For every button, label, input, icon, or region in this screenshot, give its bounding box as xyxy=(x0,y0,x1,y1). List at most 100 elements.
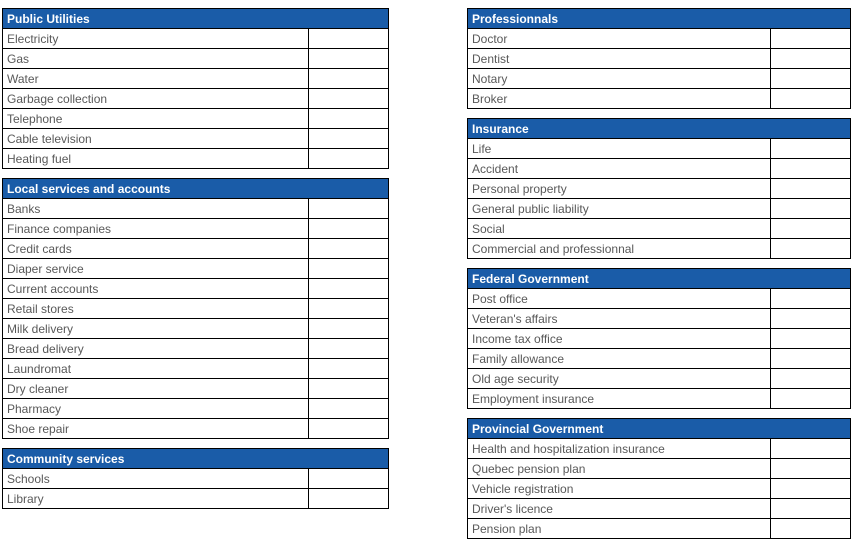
fill-in-cell xyxy=(769,238,852,259)
fill-in-cell xyxy=(308,318,389,339)
table-row: Commercial and professionnal xyxy=(467,238,852,259)
row-label: Life xyxy=(467,138,771,159)
fill-in-cell xyxy=(769,308,852,329)
row-label: Garbage collection xyxy=(2,88,309,109)
row-label: Driver's licence xyxy=(467,498,771,519)
table-local-services-and-accounts: Local services and accounts Banks Finance… xyxy=(2,178,389,439)
row-label: Personal property xyxy=(467,178,771,199)
row-label: Laundromat xyxy=(2,358,309,379)
table-row: Veteran's affairs xyxy=(467,308,852,329)
table-row: Driver's licence xyxy=(467,498,851,519)
table-row: Broker xyxy=(467,88,851,109)
row-label: General public liability xyxy=(467,198,771,219)
table-header-row: Community services xyxy=(1,448,390,469)
fill-in-cell xyxy=(769,198,852,219)
table-row: Laundromat xyxy=(2,358,389,379)
fill-in-cell xyxy=(769,218,852,239)
table-row: Garbage collection xyxy=(2,88,389,109)
table-header-row: Provincial Government xyxy=(467,418,851,439)
fill-in-cell xyxy=(308,28,389,49)
row-label: Health and hospitalization insurance xyxy=(467,438,771,459)
fill-in-cell xyxy=(769,138,852,159)
row-label: Milk delivery xyxy=(2,318,309,339)
row-label: Old age security xyxy=(467,368,771,389)
row-label: Banks xyxy=(2,198,309,219)
fill-in-cell xyxy=(307,468,390,489)
table-title: Insurance xyxy=(466,118,852,139)
row-label: Quebec pension plan xyxy=(467,458,771,479)
table-row: Old age security xyxy=(467,368,852,389)
table-row: Electricity xyxy=(2,28,389,49)
row-label: Post office xyxy=(467,288,771,309)
fill-in-cell xyxy=(308,258,389,279)
fill-in-cell xyxy=(770,518,851,539)
fill-in-cell xyxy=(308,108,389,129)
table-row: Notary xyxy=(467,68,851,89)
table-public-utilities: Public Utilities Electricity Gas Water Garb… xyxy=(2,8,389,169)
fill-in-cell xyxy=(308,338,389,359)
table-row: Doctor xyxy=(467,28,851,49)
row-label: Gas xyxy=(2,48,309,69)
row-label: Current accounts xyxy=(2,278,309,299)
table-header-row: Local services and accounts xyxy=(2,178,389,199)
table-row: Gas xyxy=(2,48,389,69)
row-label: Family allowance xyxy=(467,348,771,369)
fill-in-cell xyxy=(770,68,851,89)
table-community-services: Community services Schools Library xyxy=(1,448,390,509)
row-label: Vehicle registration xyxy=(467,478,771,499)
table-header-row: Federal Government xyxy=(466,268,852,289)
table-row: Pension plan xyxy=(467,518,851,539)
fill-in-cell xyxy=(770,498,851,519)
table-title: Professionnals xyxy=(467,8,851,29)
table-row: Library xyxy=(2,488,390,509)
table-professionnals: Professionnals Doctor Dentist Notary Broker xyxy=(467,8,851,109)
row-label: Income tax office xyxy=(467,328,771,349)
fill-in-cell xyxy=(308,198,389,219)
fill-in-cell xyxy=(308,148,389,169)
fill-in-cell xyxy=(770,458,851,479)
row-label: Water xyxy=(2,68,309,89)
fill-in-cell xyxy=(770,438,851,459)
fill-in-cell xyxy=(307,488,390,509)
row-label: Retail stores xyxy=(2,298,309,319)
fill-in-cell xyxy=(770,48,851,69)
fill-in-cell xyxy=(308,128,389,149)
fill-in-cell xyxy=(770,478,851,499)
row-label: Bread delivery xyxy=(2,338,309,359)
row-label: Cable television xyxy=(2,128,309,149)
table-federal-government: Federal Government Post office Veteran's … xyxy=(466,268,852,409)
fill-in-cell xyxy=(308,378,389,399)
fill-in-cell xyxy=(308,238,389,259)
table-row: Credit cards xyxy=(2,238,389,259)
table-header-row: Insurance xyxy=(466,118,852,139)
row-label: Library xyxy=(2,488,309,509)
table-row: Life xyxy=(467,138,852,159)
table-row: Family allowance xyxy=(467,348,852,369)
table-row: Current accounts xyxy=(2,278,389,299)
table-row: Banks xyxy=(2,198,389,219)
table-row: Accident xyxy=(467,158,852,179)
fill-in-cell xyxy=(308,68,389,89)
table-row: Shoe repair xyxy=(2,418,389,439)
row-label: Accident xyxy=(467,158,771,179)
row-label: Doctor xyxy=(467,28,771,49)
row-label: Shoe repair xyxy=(2,418,309,439)
table-row: Cable television xyxy=(2,128,389,149)
row-label: Credit cards xyxy=(2,238,309,259)
fill-in-cell xyxy=(308,48,389,69)
table-row: General public liability xyxy=(467,198,852,219)
fill-in-cell xyxy=(308,398,389,419)
row-label: Broker xyxy=(467,88,771,109)
table-row: Dentist xyxy=(467,48,851,69)
table-provincial-government: Provincial Government Health and hospita… xyxy=(467,418,851,539)
table-row: Bread delivery xyxy=(2,338,389,359)
fill-in-cell xyxy=(308,218,389,239)
row-label: Finance companies xyxy=(2,218,309,239)
table-title: Federal Government xyxy=(466,268,852,289)
row-label: Notary xyxy=(467,68,771,89)
table-row: Telephone xyxy=(2,108,389,129)
fill-in-cell xyxy=(770,28,851,49)
fill-in-cell xyxy=(769,288,852,309)
table-row: Water xyxy=(2,68,389,89)
